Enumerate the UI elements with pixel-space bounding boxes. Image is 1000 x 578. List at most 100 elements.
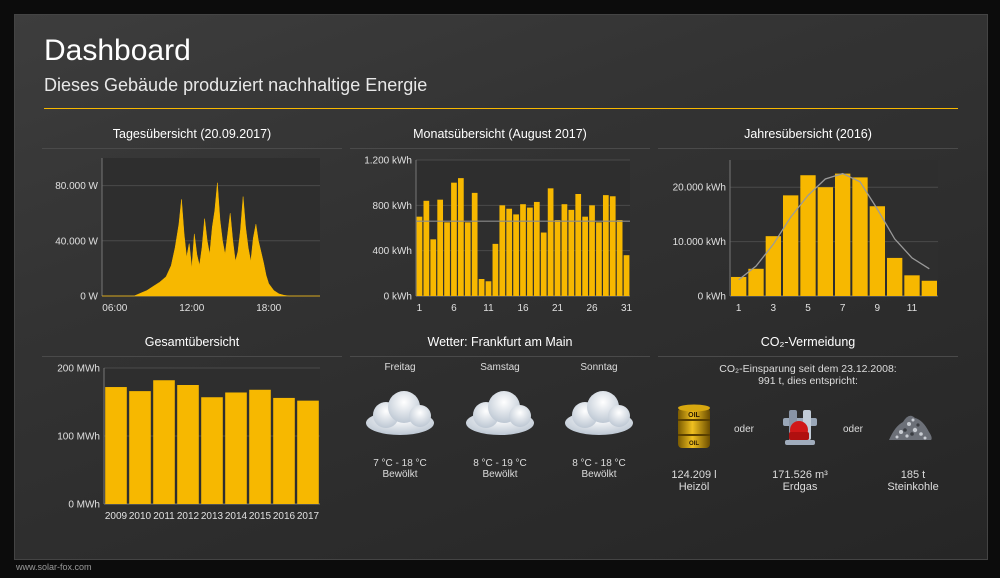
page-subtitle: Dieses Gebäude produziert nachhaltige En… [44,75,428,95]
bar [582,216,588,296]
bar [547,188,554,296]
x-tick-label: 2017 [297,511,320,522]
x-tick-label: 12:00 [179,303,204,314]
bar [616,220,623,296]
y-tick-label: 800 kWh [373,201,412,212]
footer-url: www.solar-fox.com [16,562,92,572]
bar [249,389,271,504]
bar [800,175,816,296]
reference-curve [738,172,930,281]
bar [554,220,561,296]
y-tick-label: 0 W [80,292,98,303]
bar [568,209,575,296]
bar [201,397,223,504]
cloud-icon [366,391,434,435]
bar [416,216,423,296]
weather-day-name: Freitag [384,362,416,373]
y-tick-label: 10.000 kWh [673,237,726,248]
bar [887,257,903,296]
total-panel-divider [42,356,342,357]
y-tick-label: 100 MWh [57,432,100,443]
plot-area [730,160,938,296]
x-tick-label: 18:00 [256,303,281,314]
yearly-chart: 0 kWh 10.000 kWh 20.000 kWh 1 3 5 7 9 11 [673,160,938,314]
co2-panel-title: CO₂-Vermeidung [760,335,856,349]
bar [589,205,595,296]
bar [153,380,175,504]
daily-chart: 0 W 40.000 W 80.000 W 06:00 12:00 18:00 [55,158,320,314]
weather-day-1-details: 7 °C - 18 °C Bewölkt [360,458,440,480]
bar [444,222,450,296]
x-tick-label: 2015 [249,511,272,522]
bar [835,173,851,296]
co2-gas-label: Erdgas [782,481,818,493]
cloud-icon [466,391,534,435]
cloud-icon [565,391,633,435]
co2-gas: 171.526 m³ Erdgas [760,469,840,493]
x-tick-label: 3 [771,303,777,314]
barrel-label-bottom: OIL [689,441,699,447]
x-tick-label: 5 [805,303,811,314]
bar [533,201,540,296]
x-tick-label: 9 [875,303,881,314]
bar [609,196,616,296]
x-tick-label: 2012 [177,511,200,522]
co2-since-text: CO₂-Einsparung seit dem 23.12.2008: [719,363,897,375]
co2-panel-divider [658,356,958,357]
weather-temp: 7 °C - 18 °C [373,458,427,469]
bar [430,239,437,296]
co2-oil: 124.209 l Heizöl [654,469,734,493]
bar [506,208,513,296]
x-tick-label: 2010 [129,511,152,522]
bar [129,391,151,504]
bar [520,204,526,296]
gas-pipe-icon [783,410,817,445]
bar [177,385,199,504]
coal-pile-icon [889,415,932,440]
weather-condition: Bewölkt [581,469,617,480]
bar [458,178,464,296]
co2-summary: CO₂-Einsparung seit dem 23.12.2008: 991 … [668,363,948,387]
bar [540,232,547,296]
x-tick-label: 26 [586,303,598,314]
weather-day-2: Samstag [470,362,530,373]
x-tick-label: 2016 [273,511,296,522]
bar [273,397,295,504]
x-tick-label: 31 [621,303,633,314]
bar [423,200,430,296]
x-tick-label: 6 [451,303,457,314]
weather-day-2-details: 8 °C - 19 °C Bewölkt [460,458,540,480]
bar [451,182,457,296]
monthly-panel-divider [350,148,650,149]
bar [602,195,609,296]
bar [527,207,533,296]
weather-panel-title: Wetter: Frankfurt am Main [427,335,573,349]
page-title: Dashboard [44,34,191,67]
weather-temp: 8 °C - 19 °C [473,458,527,469]
monthly-panel-title: Monatsübersicht (August 2017) [413,127,587,141]
header-divider [44,108,958,109]
x-tick-label: 2009 [105,511,128,522]
bar [464,222,471,296]
bar [471,192,478,296]
weather-day-name: Sonntag [580,362,618,373]
oil-barrel-icon: OIL OIL [678,404,710,448]
bar [297,400,319,504]
y-tick-label: 400 kWh [373,246,412,257]
bar [478,279,485,296]
y-tick-label: 80.000 W [55,181,98,192]
daily-panel-divider [42,148,342,149]
weather-condition: Bewölkt [382,469,418,480]
yearly-panel-divider [658,148,958,149]
y-tick-label: 0 kWh [698,292,726,303]
bar [623,255,630,296]
daily-panel-title: Tagesübersicht (20.09.2017) [112,127,272,141]
x-tick-label: 21 [552,303,564,314]
y-tick-label: 40.000 W [55,236,98,247]
bar [492,243,499,296]
bar [225,392,247,504]
x-tick-label: 2013 [201,511,224,522]
bar [731,276,747,296]
